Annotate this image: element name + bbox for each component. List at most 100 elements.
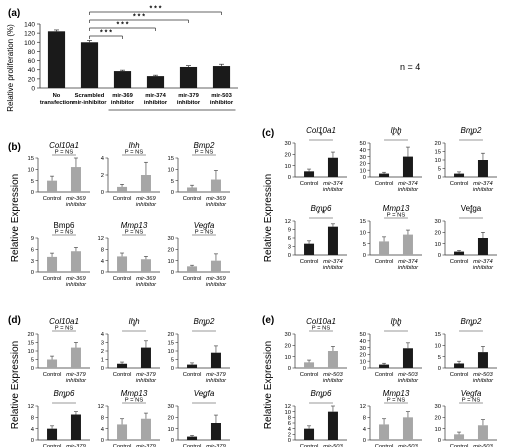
- y-tick-label: 0: [288, 253, 291, 259]
- chart-title: Bmp6: [54, 389, 75, 398]
- x-tick-label: mir-inhibitor: [72, 100, 107, 106]
- x-tick-label: No: [53, 93, 61, 99]
- y-tick-label: 0: [363, 366, 366, 372]
- y-tick-label: 80: [28, 49, 36, 56]
- y-tick-label: 9: [31, 236, 34, 242]
- y-tick-label: 4: [101, 427, 105, 433]
- x-tick-label: mir-503: [323, 372, 343, 378]
- panel-d-ylabel: Relative Expression: [10, 341, 21, 429]
- bar: [47, 256, 58, 272]
- y-tick-label: 15: [435, 332, 441, 338]
- significance-label: P = NS: [125, 398, 144, 404]
- bar: [187, 187, 198, 192]
- bar: [140, 347, 151, 368]
- x-tick-label: mir-503: [473, 372, 493, 378]
- significance-label: * * *: [100, 30, 112, 37]
- x-tick-label: inhibitor: [398, 265, 419, 271]
- y-tick-label: 15: [360, 219, 366, 225]
- y-tick-label: 10: [435, 158, 441, 164]
- x-tick-label: inhibitor: [206, 282, 227, 288]
- x-tick-label: Control: [300, 444, 319, 447]
- y-tick-label: 0: [101, 190, 104, 196]
- x-tick-label: Control: [375, 444, 394, 447]
- significance-label: P = NS: [387, 213, 406, 219]
- x-tick-label: mir-374: [473, 259, 493, 265]
- bar: [140, 175, 151, 192]
- significance-label: P = NS: [55, 230, 74, 236]
- significance-label: * * *: [116, 22, 128, 29]
- y-tick-label: 12: [285, 404, 291, 410]
- x-tick-label: mir-503: [211, 93, 232, 99]
- y-tick-label: 0: [31, 86, 35, 93]
- y-tick-label: 50: [360, 332, 366, 338]
- y-tick-label: 30: [285, 332, 291, 338]
- y-tick-label: 40: [28, 67, 36, 74]
- y-tick-label: 0: [288, 366, 291, 372]
- bar: [187, 436, 198, 440]
- y-tick-label: 30: [360, 155, 366, 161]
- y-tick-label: 0: [31, 190, 34, 196]
- chart-title: Mmp13: [121, 221, 148, 230]
- y-tick-label: 2: [101, 349, 104, 355]
- x-tick-label: Control: [113, 444, 132, 447]
- panel-d-label: (d): [8, 315, 21, 326]
- bar: [80, 42, 99, 88]
- bar: [70, 347, 81, 368]
- x-tick-label: inhibitor: [66, 282, 87, 288]
- bar: [454, 173, 465, 177]
- y-tick-label: 8: [101, 416, 104, 422]
- significance-label: *: [319, 132, 322, 141]
- y-tick-label: 0: [101, 270, 104, 276]
- x-tick-label: Scrambled: [75, 93, 105, 99]
- x-tick-label: inhibitor: [473, 378, 494, 384]
- y-tick-label: 9: [288, 228, 291, 234]
- y-tick-label: 5: [31, 358, 34, 364]
- x-tick-label: mir-369: [136, 196, 156, 202]
- y-tick-label: 4: [363, 427, 367, 433]
- y-tick-label: 10: [285, 410, 291, 416]
- chart-title: Ihh: [390, 126, 402, 135]
- x-tick-label: inhibitor: [206, 202, 227, 208]
- significance-label: *: [132, 323, 135, 332]
- y-tick-label: 0: [171, 366, 174, 372]
- bar: [379, 364, 390, 368]
- x-tick-label: inhibitor: [323, 265, 344, 271]
- bar: [140, 259, 151, 272]
- chart-title: Vegfa: [194, 389, 215, 398]
- significance-label: *: [202, 323, 205, 332]
- significance-label: *: [202, 395, 205, 404]
- y-tick-label: 12: [360, 404, 366, 410]
- y-tick-label: 4: [31, 427, 35, 433]
- y-tick-label: 0: [101, 366, 104, 372]
- y-tick-label: 4: [101, 259, 105, 265]
- y-tick-label: 20: [168, 248, 174, 254]
- significance-label: P = NS: [125, 230, 144, 236]
- x-tick-label: mir-503: [323, 444, 343, 447]
- significance-label: P = NS: [387, 398, 406, 404]
- bar: [179, 66, 198, 88]
- y-tick-label: 10: [168, 427, 174, 433]
- y-tick-label: 10: [435, 344, 441, 350]
- bar: [187, 266, 198, 272]
- chart-title: Ihh: [128, 141, 140, 150]
- y-tick-label: 8: [288, 416, 291, 422]
- x-tick-label: mir-374: [473, 181, 493, 187]
- x-tick-label: Control: [300, 181, 319, 187]
- y-tick-label: 0: [31, 270, 34, 276]
- panel-e-label: (e): [262, 315, 274, 326]
- y-tick-label: 10: [168, 168, 174, 174]
- y-tick-label: 1: [101, 358, 104, 364]
- panel-a-label: (a): [8, 8, 20, 19]
- y-tick-label: 4: [101, 332, 105, 338]
- y-tick-label: 0: [288, 438, 291, 444]
- y-tick-label: 20: [435, 416, 441, 422]
- x-tick-label: Control: [300, 259, 319, 265]
- significance-label: P = NS: [462, 398, 481, 404]
